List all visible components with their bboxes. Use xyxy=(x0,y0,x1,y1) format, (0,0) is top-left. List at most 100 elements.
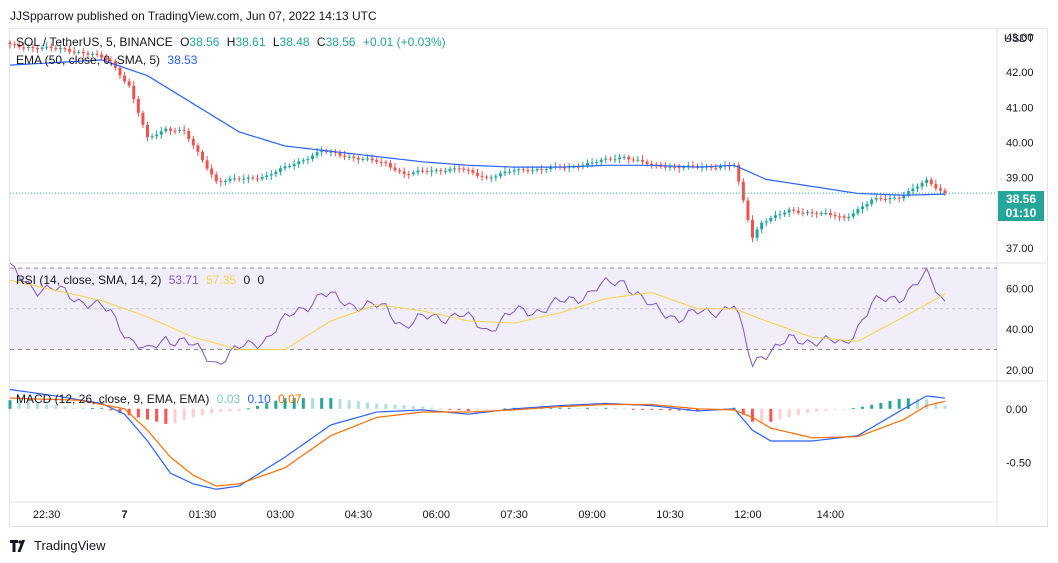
candle-body xyxy=(540,168,544,170)
time-tick-label: 14:00 xyxy=(817,509,845,521)
candle-body xyxy=(902,195,906,199)
macd-histogram-bar xyxy=(320,398,324,409)
tradingview-footer[interactable]: TradingView xyxy=(10,538,106,553)
candle-body xyxy=(916,186,919,189)
candle-body xyxy=(104,57,108,61)
candle-body xyxy=(897,197,901,199)
macd-histogram-bar xyxy=(476,408,479,411)
candle-body xyxy=(943,190,947,194)
candle-body xyxy=(563,167,567,169)
candle-body xyxy=(622,156,626,158)
candle-body xyxy=(8,42,12,45)
macd-histogram-bar xyxy=(861,406,864,409)
candle-body xyxy=(237,178,241,180)
macd-histogram-bar xyxy=(943,405,947,409)
tradingview-brand: TradingView xyxy=(34,538,106,553)
candle-body xyxy=(741,181,745,201)
candle-body xyxy=(494,176,498,178)
candle-body xyxy=(870,199,874,204)
ema-legend[interactable]: EMA (50, close, 0, SMA, 5) 38.53 xyxy=(16,53,201,67)
time-tick-label: 10:30 xyxy=(656,509,684,521)
macd-histogram-bar xyxy=(283,398,287,409)
tradingview-logo-icon xyxy=(10,539,25,552)
candle-body xyxy=(77,51,81,53)
candle-body xyxy=(911,188,915,192)
candle-body xyxy=(457,168,461,170)
candle-body xyxy=(434,170,438,172)
candle-body xyxy=(526,170,530,172)
candle-body xyxy=(416,170,420,173)
candle-body xyxy=(72,51,76,53)
rsi-ma-line xyxy=(9,279,946,350)
candle-body xyxy=(91,53,94,55)
macd-legend[interactable]: MACD (12, 26, close, 9, EMA, EMA) 0.03 0… xyxy=(16,392,306,406)
time-tick-label: 09:00 xyxy=(578,509,606,521)
macd-histogram-bar xyxy=(375,403,379,409)
macd-histogram-bar xyxy=(549,407,553,409)
macd-histogram-bar xyxy=(45,404,49,409)
macd-histogram-bar xyxy=(494,408,498,410)
rsi-legend[interactable]: RSI (14, close, SMA, 14, 2) 53.71 57.35 … xyxy=(16,273,268,287)
macd-histogram-bar xyxy=(751,408,754,422)
candle-body xyxy=(815,213,819,215)
candle-body xyxy=(718,166,722,169)
candle-body xyxy=(544,169,548,171)
candle-body xyxy=(146,124,149,138)
ema-value: 38.53 xyxy=(167,53,198,67)
c-value: 38.56 xyxy=(325,35,356,49)
candle-body xyxy=(838,216,842,218)
macd-histogram-bar xyxy=(8,400,12,409)
macd-histogram-bar xyxy=(457,408,461,411)
candle-body xyxy=(86,53,90,55)
macd-histogram-bar xyxy=(347,400,351,409)
price-tick-label: 39.00 xyxy=(1006,173,1034,185)
rsi-line xyxy=(9,263,946,368)
candle-body xyxy=(26,46,30,48)
ema-label: EMA (50, close, 0, SMA, 5) xyxy=(16,53,161,67)
candle-body xyxy=(819,213,823,215)
macd-histogram-bar xyxy=(201,408,204,416)
macd-histogram-bar xyxy=(485,408,489,410)
candle-body xyxy=(187,130,191,139)
macd-histogram-bar xyxy=(237,408,241,411)
candle-body xyxy=(865,203,869,207)
macd-histogram-bar xyxy=(265,403,269,409)
macd-histogram-bar xyxy=(925,399,929,409)
candle-body xyxy=(233,178,237,180)
macd-histogram-bar xyxy=(301,398,305,409)
macd-histogram-bar xyxy=(677,408,681,411)
candle-body xyxy=(796,210,800,213)
candle-body xyxy=(627,156,631,160)
candle-body xyxy=(590,162,594,164)
candle-body xyxy=(810,212,814,214)
rsi-label: RSI (14, close, SMA, 14, 2) xyxy=(16,273,162,287)
macd-histogram-bar xyxy=(72,407,76,409)
candle-body xyxy=(888,197,892,200)
macd-histogram-bar xyxy=(246,408,250,410)
macd-histogram-bar xyxy=(696,408,699,411)
main-legend: SOL / TetherUS, 5, BINANCE O38.56 H38.61… xyxy=(16,35,450,49)
candle-body xyxy=(861,206,864,210)
publisher-line: JJSpparrow published on TradingView.com,… xyxy=(10,9,377,23)
macd-histogram-bar xyxy=(448,408,452,410)
c-label: C xyxy=(316,35,326,49)
macd-histogram-bar xyxy=(54,405,58,409)
time-tick-label: 7 xyxy=(122,509,128,521)
candle-body xyxy=(393,167,397,171)
candle-body xyxy=(498,173,502,177)
o-label: O xyxy=(180,35,190,49)
candle-body xyxy=(356,157,360,160)
candle-body xyxy=(938,188,942,191)
last-price-tag: 38.56 01:10 xyxy=(998,191,1044,221)
macd-histogram-bar xyxy=(256,405,259,409)
candle-body xyxy=(379,161,383,163)
macd-tick-label: -0.50 xyxy=(1006,457,1031,469)
candle-body xyxy=(320,150,324,153)
rsi-extra1: 0 xyxy=(243,273,251,287)
candle-body xyxy=(737,165,741,182)
candle-body xyxy=(219,181,223,183)
macd-histogram-bar xyxy=(411,406,415,409)
symbol-label[interactable]: SOL / TetherUS, 5, BINANCE xyxy=(16,35,173,49)
candle-body xyxy=(31,46,35,49)
